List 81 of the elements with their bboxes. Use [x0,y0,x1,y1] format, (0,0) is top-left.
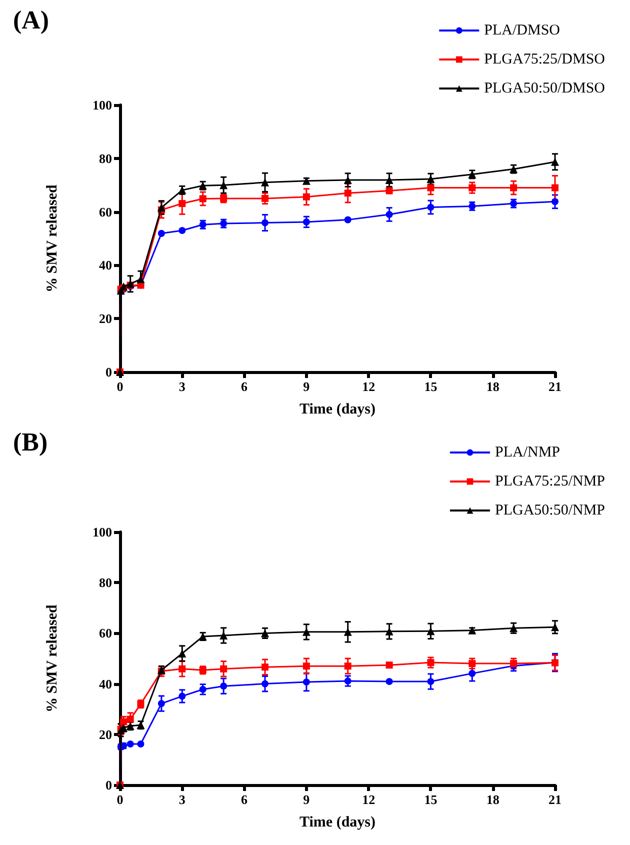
point [178,692,186,700]
point [344,628,352,636]
x-tick-label: 3 [178,792,186,807]
point [220,194,228,202]
y-tick-label: 100 [92,524,112,540]
point [385,176,394,184]
point [427,659,434,666]
point [199,195,206,202]
y-tick-label: 60 [99,204,112,220]
point [302,218,310,226]
y-tick-label: 0 [106,364,112,380]
point [385,627,394,636]
x-tick-label: 18 [486,379,500,394]
x-tick-label: 21 [548,379,562,394]
point [199,686,206,693]
point [220,181,228,190]
point [510,624,518,632]
x-tick-label: 0 [116,379,124,394]
y-tick-label: 0 [106,778,112,792]
point [178,665,186,672]
x-tick-label: 6 [241,792,248,807]
point [427,678,434,686]
point [386,662,393,669]
legend-label: PLGA75:25/DMSO [484,52,606,68]
point [262,219,268,226]
point [386,210,393,218]
x-tick-label: 9 [303,792,310,807]
point [510,184,518,192]
point [262,664,268,671]
point [157,204,166,212]
x-tick-label: 18 [486,792,500,807]
point [302,662,310,670]
point [302,193,310,200]
x-tick-label: 0 [116,792,124,807]
x-tick-label: 15 [424,379,438,394]
point [302,678,310,686]
point [551,623,559,632]
legend-label: PLGA50:50/DMSO [484,80,606,96]
y-axis-title: % SMV released [44,184,60,292]
x-tick-label: 15 [424,792,438,807]
x-axis-title: Time (days) [300,814,376,830]
y-tick-label: 40 [99,258,112,273]
point [178,200,186,208]
x-axis-title: Time (days) [300,402,376,418]
point [468,184,476,192]
point [220,665,228,672]
x-tick-label: 6 [241,379,248,394]
point [426,627,435,636]
x-tick-label: 12 [362,792,376,807]
y-tick-label: 80 [99,575,112,590]
y-tick-label: 60 [99,626,112,641]
x-tick-label: 21 [548,792,562,807]
point [344,678,352,685]
chart-title: (B) [13,428,48,456]
legend-label: PLA/DMSO [484,22,560,38]
legend-label: PLGA50:50/NMP [494,502,606,518]
point [158,700,165,708]
y-tick-label: 100 [92,98,112,112]
y-axis-title: % SMV released [44,604,60,712]
point [302,628,310,636]
point [552,184,558,192]
point [344,190,352,197]
y-tick-label: 20 [99,726,112,742]
y-tick-label: 40 [99,676,112,692]
point [468,660,476,668]
legend-label: PLA/NMP [494,444,560,460]
point [262,194,268,202]
y-tick-label: 80 [99,150,112,166]
point [344,662,352,670]
x-tick-label: 3 [178,379,186,394]
point [427,204,434,211]
point [262,680,268,688]
x-tick-label: 9 [303,379,310,394]
legend-label: PLGA75:25/NMP [494,474,606,490]
point [261,629,269,638]
point [178,649,186,658]
x-tick-label: 12 [362,379,376,394]
y-tick-label: 20 [99,311,112,326]
chart-title: (A) [13,6,50,34]
point [120,718,128,726]
point [220,682,228,690]
